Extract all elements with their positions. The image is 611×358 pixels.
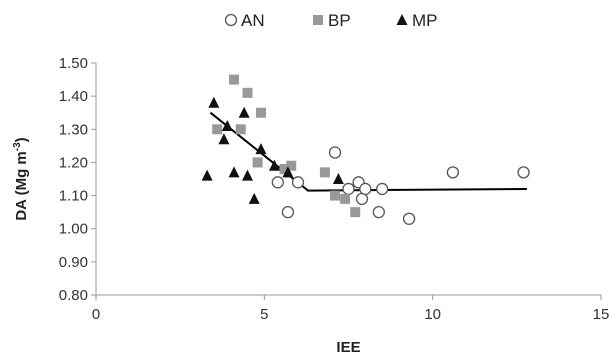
data-point-an — [342, 182, 355, 196]
x-axis-title: IEE — [336, 339, 360, 356]
y-axis-title: DA (Mg m-3) — [12, 137, 30, 220]
plot-area: 0.80 0.90 1.00 1.10 1.20 1.30 1.40 1.50 0 5 10 15 — [59, 55, 610, 323]
data-point-mp — [208, 96, 220, 108]
data-point-bp — [235, 124, 246, 135]
y-tick-label: 1.10 — [59, 188, 88, 205]
legend-label-mp: MP — [412, 11, 438, 30]
legend-marker-an — [224, 13, 238, 27]
data-point-mp — [228, 166, 240, 178]
legend-label-an: AN — [241, 11, 265, 30]
series-bp — [212, 74, 361, 218]
data-point-an — [359, 182, 372, 196]
data-point-mp — [242, 169, 253, 181]
y-tick-label: 0.80 — [59, 287, 88, 304]
y-tick-label: 1.00 — [59, 221, 88, 238]
y-axis-title-superscript: -3 — [12, 142, 23, 151]
y-tick-label: 1.50 — [59, 55, 88, 72]
legend-item-mp: MP — [396, 11, 438, 30]
data-point-an — [328, 146, 342, 159]
data-point-an — [271, 176, 284, 189]
data-point-an — [402, 212, 416, 225]
legend-item-bp: BP — [313, 11, 351, 30]
data-point-mp — [238, 106, 250, 118]
data-point-bp — [350, 207, 361, 218]
y-tick-label: 1.20 — [59, 154, 88, 171]
data-point-bp — [340, 193, 351, 204]
x-tick-label: 5 — [260, 306, 268, 323]
data-point-bp — [330, 190, 341, 201]
x-tick-label: 10 — [424, 306, 441, 323]
data-point-an — [517, 166, 530, 179]
legend: AN BP MP — [224, 11, 438, 30]
y-tick-label: 1.40 — [59, 88, 88, 105]
data-point-mp — [218, 133, 230, 145]
legend-marker-mp — [396, 14, 408, 25]
data-point-mp — [201, 169, 213, 181]
data-point-mp — [268, 159, 280, 171]
data-point-an — [291, 176, 305, 189]
data-point-bp — [255, 107, 266, 118]
y-axis-title-main: DA (Mg m — [13, 151, 30, 220]
data-point-bp — [286, 160, 297, 171]
data-point-bp — [279, 164, 290, 175]
fit-line — [209, 111, 527, 192]
data-point-an — [376, 182, 389, 196]
data-point-mp — [332, 173, 344, 184]
y-axis-title-close: ) — [13, 137, 30, 142]
data-point-mp — [255, 143, 267, 155]
data-point-mp — [221, 119, 233, 131]
series-mp — [201, 96, 344, 204]
data-point-bp — [242, 87, 253, 98]
x-tick-label: 0 — [92, 306, 100, 323]
data-point-an — [446, 166, 460, 179]
data-point-bp — [252, 157, 263, 168]
legend-item-an: AN — [224, 11, 265, 30]
data-point-mp — [248, 192, 260, 204]
data-point-bp — [212, 124, 223, 135]
data-points — [201, 74, 530, 225]
legend-label-bp: BP — [328, 11, 351, 30]
y-ticks: 0.80 0.90 1.00 1.10 1.20 1.30 1.40 1.50 — [59, 55, 96, 304]
series-an — [271, 146, 530, 225]
y-tick-label: 1.30 — [59, 121, 88, 138]
data-point-an — [372, 205, 385, 219]
data-point-bp — [319, 167, 330, 178]
x-ticks: 0 5 10 15 — [92, 295, 610, 323]
x-tick-label: 15 — [593, 306, 610, 323]
y-tick-label: 0.90 — [59, 254, 88, 271]
legend-marker-bp — [313, 15, 323, 25]
fit-line-group — [209, 111, 527, 192]
data-point-an — [281, 205, 295, 219]
data-point-mp — [282, 166, 294, 178]
data-point-bp — [229, 74, 240, 85]
